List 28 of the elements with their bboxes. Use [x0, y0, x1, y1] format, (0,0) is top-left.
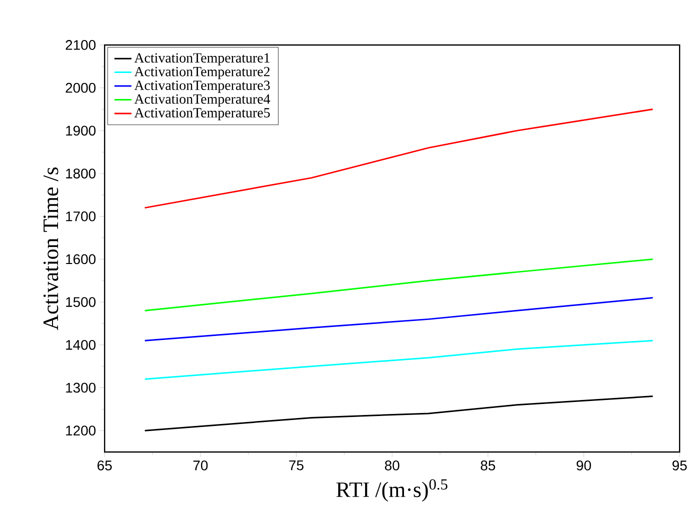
- y-tick-label: 1500: [66, 297, 96, 307]
- x-tick-label: 70: [193, 460, 208, 470]
- line-series: [144, 396, 654, 432]
- legend-label: ActivationTemperature4: [134, 94, 270, 107]
- legend-label: ActivationTemperature1: [134, 53, 270, 66]
- line-series: [144, 258, 654, 312]
- y-axis-title: Activation Time /s: [43, 167, 58, 330]
- line-series: [144, 340, 654, 380]
- y-tick-label: 2100: [66, 40, 96, 50]
- y-tick-label: 1400: [66, 340, 96, 350]
- x-tick-label: 85: [480, 460, 496, 470]
- y-tick-label: 1700: [66, 211, 96, 222]
- y-tick-label: 1800: [66, 168, 96, 178]
- x-tick-label: 80: [384, 460, 400, 470]
- y-tick-label: 1300: [66, 382, 96, 393]
- x-tick-label: 95: [672, 460, 687, 470]
- y-tick-label: 1600: [66, 254, 96, 264]
- y-tick-label: 1900: [66, 126, 96, 136]
- line-series: [144, 297, 654, 342]
- x-tick-label: 90: [576, 460, 591, 470]
- y-tick-label: 2000: [66, 82, 96, 93]
- x-axis-title: RTI /(m·s)$^{0.5}$: [336, 479, 448, 502]
- legend-label: ActivationTemperature2: [134, 66, 270, 80]
- x-tick-label: 75: [289, 460, 304, 470]
- legend-label: ActivationTemperature3: [134, 80, 270, 93]
- legend-label: ActivationTemperature5: [134, 108, 270, 120]
- x-tick-label: 65: [98, 460, 112, 470]
- y-tick-label: 1200: [66, 426, 96, 436]
